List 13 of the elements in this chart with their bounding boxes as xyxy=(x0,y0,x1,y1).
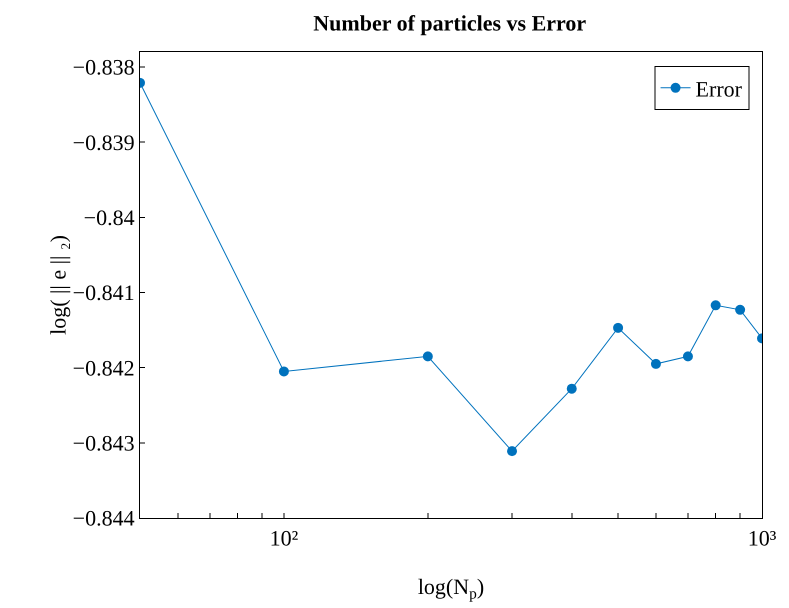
y-tick-label: −0.843 xyxy=(72,430,135,456)
x-tick-label: 10³ xyxy=(748,525,777,550)
y-tick-label: −0.842 xyxy=(72,355,135,380)
x-tick-label: 10² xyxy=(270,525,299,550)
y-tick-label: −0.84 xyxy=(84,205,135,230)
y-tick-label: −0.838 xyxy=(72,54,135,80)
y-axis-title: log( || e || ₂) xyxy=(46,235,71,335)
legend-label: Error xyxy=(696,76,743,102)
y-tick-label: −0.839 xyxy=(72,130,135,155)
x-axis-title: log(N$_{p}$) xyxy=(418,574,484,603)
chart-title: Number of particles vs Error xyxy=(313,10,586,36)
y-tick-label: −0.841 xyxy=(72,280,135,306)
y-tick-label: −0.844 xyxy=(72,506,135,531)
